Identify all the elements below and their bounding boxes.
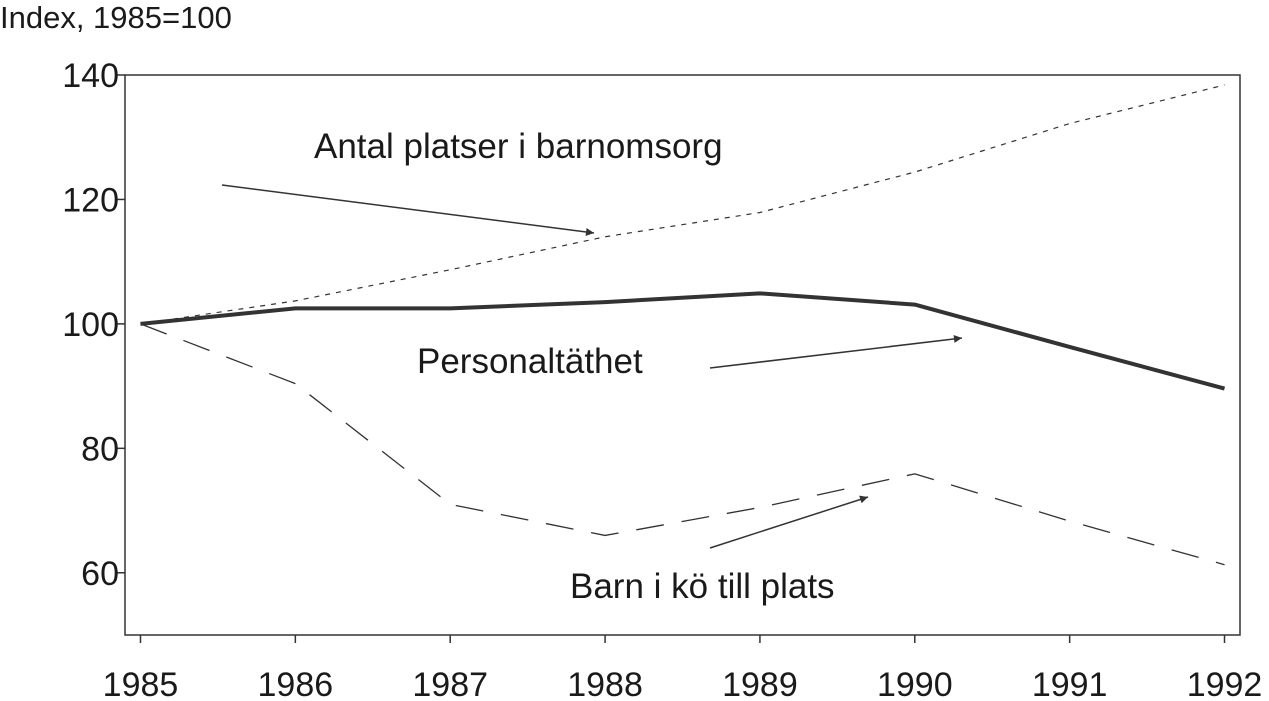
x-tick-label: 1991 [1032, 666, 1108, 701]
annotation-arrow [709, 495, 869, 549]
y-tick-label: 60 [81, 555, 119, 593]
annotation-arrow [221, 184, 595, 236]
annotation-arrow [709, 334, 963, 369]
y-tick-label: 120 [62, 181, 119, 219]
series-annotation: Barn i kö till plats [570, 567, 835, 606]
y-tick-label: 100 [62, 306, 119, 344]
x-tick-label: 1992 [1187, 666, 1263, 701]
series-line [140, 323, 1225, 566]
x-tick-label: 1988 [567, 666, 643, 701]
plot-frame [124, 74, 1241, 636]
series-line [140, 84, 1225, 325]
y-axis-label: Index, 1985=100 [0, 0, 232, 35]
y-tick-label: 80 [81, 430, 119, 468]
x-tick-label: 1989 [722, 666, 798, 701]
x-tick-label: 1985 [103, 666, 179, 701]
series-annotation: Personaltäthet [417, 342, 643, 381]
x-tick-label: 1986 [258, 666, 334, 701]
series-line [140, 291, 1226, 391]
x-tick-label: 1990 [877, 666, 953, 701]
y-tick-label: 140 [62, 57, 119, 95]
series-annotation: Antal platser i barnomsorg [314, 127, 723, 166]
x-tick-label: 1987 [412, 666, 488, 701]
plot: 60 80 100 120 140 1985 1986 1987 1988 1989 1990 199… [62, 57, 1262, 701]
